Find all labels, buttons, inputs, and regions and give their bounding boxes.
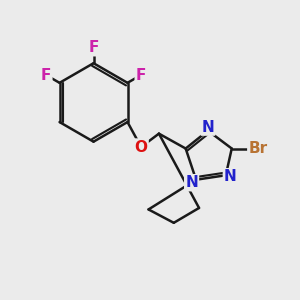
Text: N: N — [185, 175, 198, 190]
Text: Br: Br — [248, 141, 268, 156]
Text: F: F — [41, 68, 51, 82]
Text: N: N — [224, 169, 237, 184]
Text: F: F — [88, 40, 99, 55]
Text: N: N — [202, 120, 214, 135]
Text: F: F — [136, 68, 146, 82]
Text: O: O — [135, 140, 148, 154]
